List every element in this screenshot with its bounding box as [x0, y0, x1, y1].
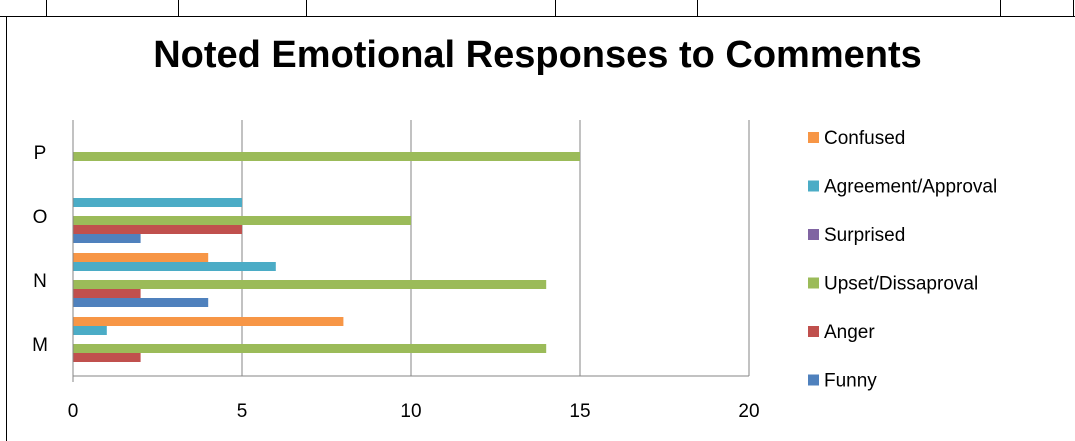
- chart-title: Noted Emotional Responses to Comments: [153, 34, 922, 76]
- bar-N-confused: [73, 253, 209, 262]
- bar-O-funny: [73, 234, 141, 243]
- bar-O-upset-dissaproval: [73, 216, 411, 225]
- bar-O-anger: [73, 225, 242, 234]
- legend-label: Surprised: [824, 225, 905, 246]
- bar-O-agreement-approval: [73, 198, 242, 207]
- bar-M-agreement-approval: [73, 326, 107, 335]
- legend-swatch: [808, 277, 819, 289]
- legend-label: Confused: [824, 128, 905, 149]
- y-tick-label: M: [32, 335, 48, 356]
- cell-divider: [178, 0, 179, 16]
- y-tick-label: O: [33, 207, 48, 228]
- legend-label: Funny: [824, 371, 877, 392]
- cell-divider: [46, 0, 47, 16]
- x-tick-label: 15: [569, 401, 590, 422]
- bar-M-anger: [73, 353, 141, 362]
- legend-swatch: [808, 132, 819, 143]
- bar-M-upset-dissaproval: [73, 344, 547, 353]
- cell-divider: [555, 0, 556, 16]
- bar-N-upset-dissaproval: [73, 280, 547, 289]
- legend-label: Upset/Dissaproval: [824, 274, 978, 295]
- legend-swatch: [808, 229, 819, 240]
- legend-swatch: [808, 374, 819, 386]
- cell-divider: [1073, 0, 1074, 16]
- legend-label: Anger: [824, 322, 875, 343]
- bar-P-upset-dissaproval: [73, 152, 580, 161]
- bar-N-funny: [73, 298, 209, 307]
- x-tick-label: 20: [738, 401, 759, 422]
- bar-N-agreement-approval: [73, 262, 276, 271]
- legend-label: Agreement/Approval: [824, 177, 997, 198]
- cell-divider: [697, 0, 698, 16]
- left-border-line: [6, 16, 7, 441]
- legend-swatch: [808, 326, 819, 337]
- x-tick-label: 5: [237, 401, 248, 422]
- legend-swatch: [808, 180, 819, 192]
- x-tick-label: 10: [400, 401, 421, 422]
- x-tick-label: 0: [68, 401, 79, 422]
- cell-divider: [306, 0, 307, 16]
- y-tick-label: P: [34, 143, 47, 164]
- top-border-line: [0, 16, 1075, 17]
- bar-M-confused: [73, 317, 344, 326]
- bar-N-anger: [73, 289, 141, 298]
- cell-divider: [1000, 0, 1001, 16]
- y-tick-label: N: [33, 271, 47, 292]
